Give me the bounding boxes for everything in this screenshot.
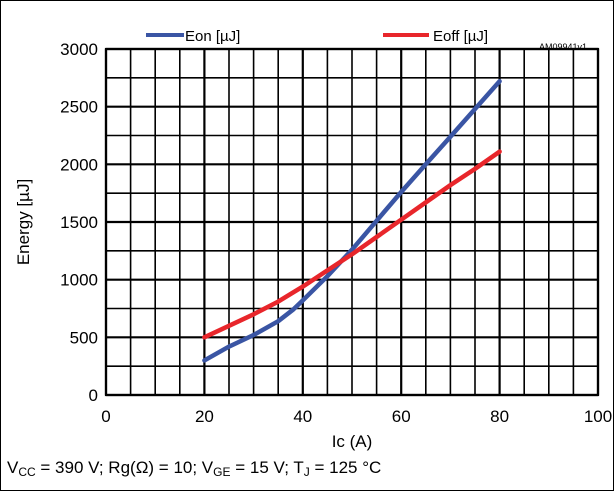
legend-label-eoff: Eoff [µJ] (433, 28, 488, 45)
x-tick-label: 0 (101, 407, 110, 426)
series-lines (202, 79, 502, 363)
x-tick-label: 60 (392, 407, 411, 426)
plot-area-border (104, 47, 600, 397)
y-tick-label: 0 (89, 386, 98, 405)
vge-value: = 15 V; (230, 458, 294, 477)
x-tick-label: 20 (195, 407, 214, 426)
tj-subscript: J (303, 465, 310, 479)
y-tick-label: 3000 (60, 40, 98, 59)
legend-label-eon: Eon [µJ] (185, 28, 240, 45)
x-axis-label: Ic (A) (332, 432, 373, 451)
y-tick-label: 1500 (60, 213, 98, 232)
x-tick-labels: 0 20 40 60 80 100 (101, 407, 612, 426)
legend: Eon [µJ] Eoff [µJ] (146, 28, 488, 45)
vcc-subscript: CC (18, 465, 36, 479)
y-tick-label: 2000 (60, 155, 98, 174)
vcc-symbol: V (7, 458, 19, 477)
x-tick-label: 40 (293, 407, 312, 426)
vcc-value: = 390 V; Rg(Ω) = 10; (35, 458, 202, 477)
vge-symbol: V (201, 458, 214, 477)
y-tick-labels: 0 500 1000 1500 2000 2500 3000 (60, 40, 98, 405)
series-line-eoff (202, 149, 502, 340)
plot-border (104, 47, 600, 397)
y-tick-label: 1000 (60, 271, 98, 290)
grid (104, 47, 600, 397)
test-conditions: VCC = 390 V; Rg(Ω) = 10; VGE = 15 V; TJ … (7, 458, 381, 478)
y-tick-label: 2500 (60, 98, 98, 117)
x-tick-label: 100 (584, 407, 612, 426)
figure-id: AM09941v1 (539, 42, 587, 52)
x-tick-label: 80 (490, 407, 509, 426)
tj-symbol: T (293, 458, 304, 477)
y-tick-label: 500 (70, 328, 98, 347)
vge-subscript: GE (213, 465, 231, 479)
y-axis-label: Energy [µJ] (14, 179, 33, 265)
tj-value: = 125 °C (309, 458, 382, 477)
